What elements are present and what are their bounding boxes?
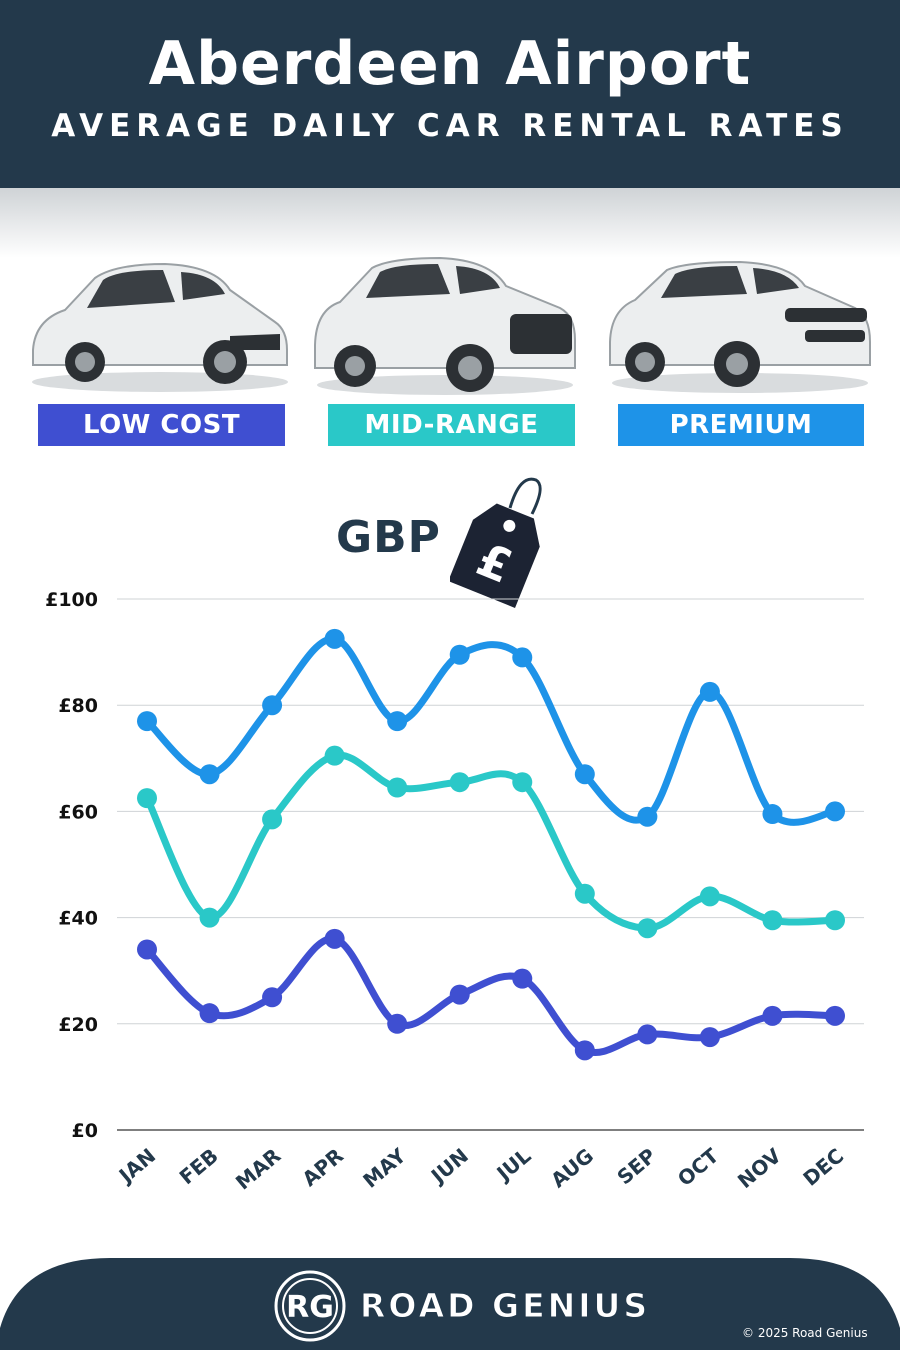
series-line-premium — [143, 635, 839, 826]
data-point-low-cost — [637, 1024, 658, 1045]
x-tick-label: NOV — [733, 1143, 786, 1193]
x-tick-label: JAN — [113, 1143, 160, 1188]
data-point-premium — [574, 764, 595, 785]
data-point-low-cost — [825, 1005, 845, 1026]
hatchback-car-icon — [32, 262, 288, 392]
data-point-mid-range — [262, 809, 283, 830]
data-point-premium — [762, 804, 783, 825]
data-point-mid-range — [512, 772, 533, 793]
y-tick-label: £40 — [58, 908, 98, 930]
y-tick-label: £100 — [45, 589, 98, 611]
data-point-mid-range — [199, 907, 220, 928]
currency-label: GBP — [336, 512, 441, 563]
y-tick-label: £20 — [58, 1014, 98, 1036]
road-genius-logo-icon: RG — [274, 1270, 346, 1342]
data-point-low-cost — [137, 939, 157, 960]
data-point-low-cost — [762, 1005, 783, 1026]
copyright: © 2025 Road Genius — [742, 1326, 868, 1340]
data-point-low-cost — [262, 987, 283, 1008]
page-subtitle: AVERAGE DAILY CAR RENTAL RATES — [51, 108, 849, 144]
y-tick-label: £80 — [58, 695, 98, 717]
x-tick-label: FEB — [175, 1143, 223, 1189]
y-tick-label: £0 — [72, 1120, 98, 1142]
data-point-low-cost — [512, 968, 533, 989]
data-point-premium — [449, 644, 470, 665]
data-point-premium — [512, 647, 533, 668]
y-tick-label: £60 — [58, 801, 98, 823]
suv-car-icon — [314, 256, 576, 395]
chart-series — [137, 628, 845, 1061]
x-tick-label: MAR — [231, 1143, 285, 1194]
x-tick-label: AUG — [546, 1143, 598, 1192]
category-mid-range: MID-RANGE — [328, 404, 575, 446]
series-line-mid-range — [143, 751, 839, 932]
category-low-cost: LOW COST — [38, 404, 285, 446]
data-point-low-cost — [324, 928, 345, 949]
data-point-mid-range — [699, 886, 720, 907]
data-point-low-cost — [449, 984, 470, 1005]
data-point-premium — [199, 764, 220, 785]
data-point-mid-range — [387, 777, 408, 798]
data-point-low-cost — [699, 1027, 720, 1048]
x-tick-label: SEP — [612, 1143, 660, 1189]
footer — [0, 1258, 900, 1350]
x-axis: JAN FEB MAR APR MAY JUN JUL AUG SEP OCT NOV DEC — [113, 1143, 848, 1194]
data-point-mid-range — [825, 910, 845, 931]
luxury-suv-car-icon — [609, 260, 871, 393]
data-point-low-cost — [574, 1040, 595, 1061]
data-point-mid-range — [574, 883, 595, 904]
data-point-mid-range — [324, 745, 345, 766]
data-point-premium — [262, 695, 283, 716]
x-tick-label: MAY — [358, 1143, 411, 1193]
data-point-premium — [324, 628, 345, 649]
data-point-premium — [825, 801, 845, 822]
category-mid-range-label: MID-RANGE — [364, 410, 539, 440]
data-point-mid-range — [449, 772, 470, 793]
x-tick-label: DEC — [798, 1143, 848, 1190]
data-point-premium — [699, 681, 720, 702]
x-tick-label: OCT — [673, 1143, 723, 1191]
category-premium: PREMIUM — [618, 404, 864, 446]
chart-grid — [117, 598, 864, 1131]
category-premium-label: PREMIUM — [669, 410, 813, 440]
data-point-low-cost — [387, 1013, 408, 1034]
data-point-premium — [137, 711, 157, 732]
x-tick-label: APR — [298, 1143, 348, 1191]
header: Aberdeen Airport AVERAGE DAILY CAR RENTA… — [0, 0, 900, 188]
x-tick-label: JUL — [491, 1143, 536, 1186]
header-shadow — [0, 188, 900, 258]
car-illustrations — [0, 250, 900, 400]
data-point-mid-range — [637, 918, 658, 939]
data-point-mid-range — [762, 910, 783, 931]
data-point-mid-range — [137, 788, 157, 809]
data-point-premium — [387, 711, 408, 732]
y-axis: £0 £20 £40 £60 £80 £100 — [45, 589, 98, 1142]
data-point-premium — [637, 806, 658, 827]
x-tick-label: JUN — [425, 1143, 473, 1189]
brand-name: ROAD GENIUS — [359, 1286, 651, 1326]
rental-rates-chart: £0 £20 £40 £60 £80 £100 JAN FEB MAR APR MAY JUN JUL… — [45, 589, 864, 1194]
series-line-low-cost — [143, 935, 839, 1056]
category-low-cost-label: LOW COST — [82, 410, 241, 440]
logo-text: RG — [286, 1290, 334, 1325]
page-title: Aberdeen Airport — [148, 29, 752, 99]
price-tag-icon: £ — [450, 477, 542, 608]
data-point-low-cost — [199, 1003, 220, 1024]
